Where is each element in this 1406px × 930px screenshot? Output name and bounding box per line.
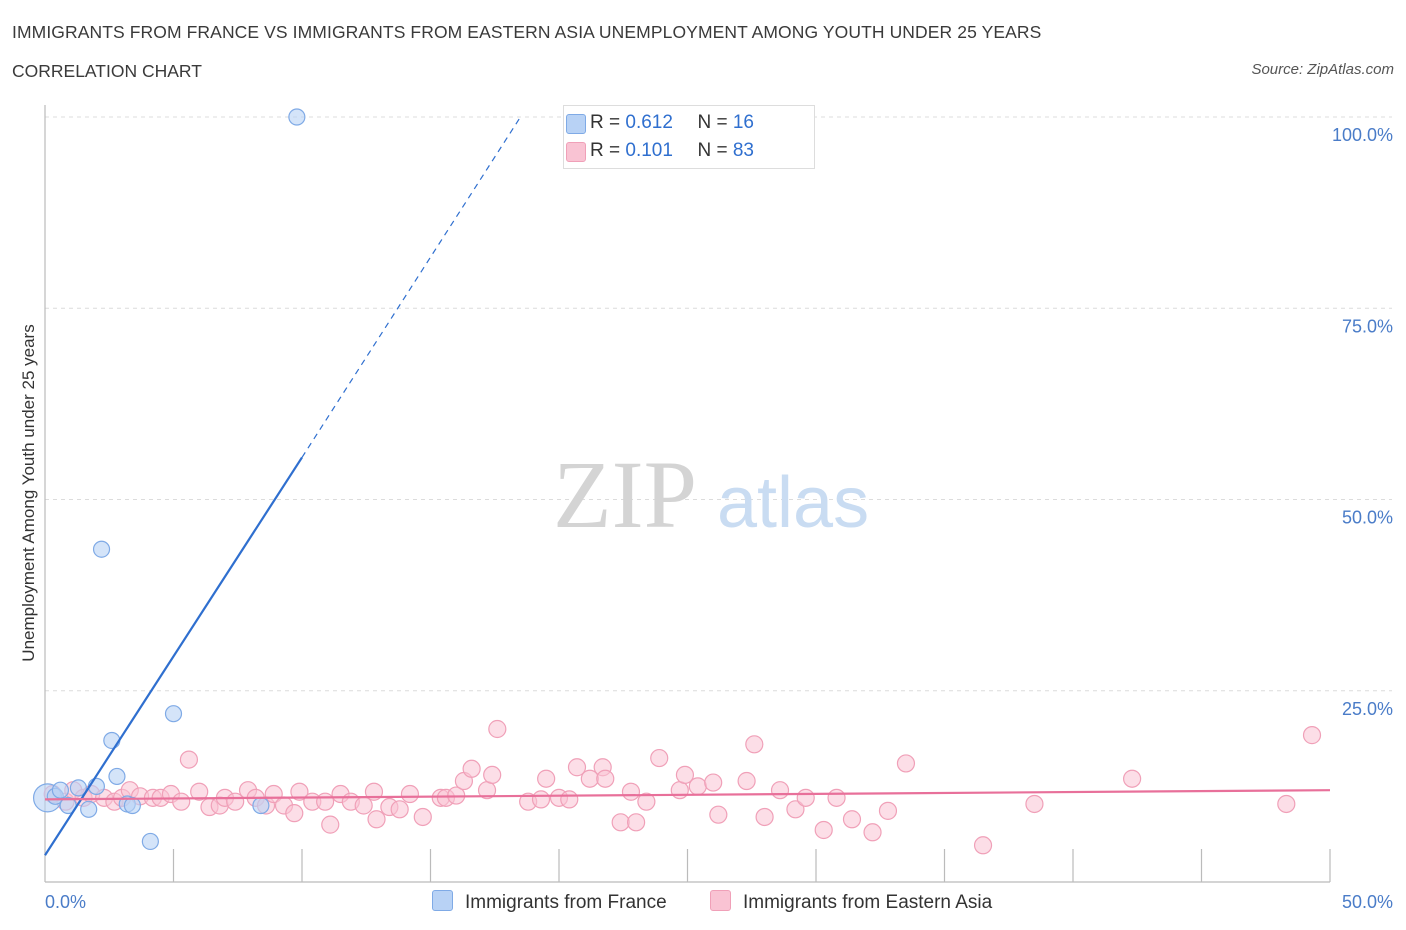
legend-france-n-value: 16 xyxy=(732,112,754,133)
asia-point-36 xyxy=(390,800,409,819)
france-point-13 xyxy=(164,705,183,723)
asia-point-48 xyxy=(531,790,551,809)
asia-point-37 xyxy=(400,784,420,804)
asia-point-64 xyxy=(704,773,723,792)
asia-point-45 xyxy=(483,765,502,785)
france-trend-extension xyxy=(301,116,521,458)
asia-point-28 xyxy=(316,792,335,811)
legend-row-asia: R = 0.101 N = 83 xyxy=(566,140,754,162)
asia-point-76 xyxy=(878,801,898,820)
series-label-france: Immigrants from France xyxy=(465,892,667,913)
france-point-6 xyxy=(87,777,106,795)
y-axis-label: Unemployment Among Youth under 25 years xyxy=(19,324,38,661)
asia-point-25 xyxy=(285,804,304,823)
series-legend-france: Immigrants from France xyxy=(432,890,667,914)
france-point-9 xyxy=(108,767,126,786)
asia-point-75 xyxy=(863,823,882,842)
france-point-14 xyxy=(252,796,270,815)
trend-lines xyxy=(44,116,1331,856)
x-tick-label-max: 50.0% xyxy=(1342,892,1393,912)
series-label-asia: Immigrants from Eastern Asia xyxy=(743,892,993,913)
watermark-atlas: atlas xyxy=(717,463,869,543)
asia-point-71 xyxy=(796,788,815,807)
source-credit: Source: ZipAtlas.com xyxy=(1251,61,1394,78)
asia-point-15 xyxy=(190,782,209,801)
asia-point-72 xyxy=(814,820,833,840)
asia-point-63 xyxy=(688,777,707,796)
asia-point-62 xyxy=(675,765,695,785)
france-trend-line xyxy=(44,456,303,856)
asia-point-81 xyxy=(1277,794,1296,814)
asia-point-29 xyxy=(321,815,340,834)
france-point-7 xyxy=(92,540,111,558)
gridlines xyxy=(45,116,1392,692)
asia-point-13 xyxy=(172,792,191,811)
x-tick-label-min: 0.0% xyxy=(45,892,86,912)
asia-point-14 xyxy=(179,750,199,769)
y-tick-labels: 25.0% 50.0% 75.0% 100.0% xyxy=(1332,125,1393,719)
asia-point-66 xyxy=(737,771,756,791)
asia-point-74 xyxy=(842,810,862,829)
y-tick-label-50: 50.0% xyxy=(1342,508,1393,528)
france-points xyxy=(32,108,306,851)
watermark-zip: ZIP xyxy=(553,441,697,548)
asia-point-59 xyxy=(637,792,656,811)
legend-asia-n-value: 83 xyxy=(732,140,754,161)
asia-point-51 xyxy=(560,790,579,809)
y-tick-label-25: 25.0% xyxy=(1342,699,1393,719)
y-tick-label-75: 75.0% xyxy=(1342,316,1393,336)
france-point-11 xyxy=(123,796,141,815)
asia-point-56 xyxy=(611,813,630,832)
asia-point-73 xyxy=(827,788,846,807)
series-swatch-asia xyxy=(710,890,731,911)
legend-asia-r-value: 0.101 xyxy=(625,140,673,161)
asia-point-26 xyxy=(290,782,309,801)
legend-france-r-label: R = xyxy=(590,112,626,133)
asia-point-57 xyxy=(621,782,641,801)
asia-point-68 xyxy=(755,807,774,827)
asia-point-79 xyxy=(1025,794,1044,814)
asia-point-38 xyxy=(413,807,432,827)
france-point-4 xyxy=(69,779,88,797)
asia-point-65 xyxy=(709,805,728,824)
asia-points xyxy=(43,719,1322,855)
france-point-2 xyxy=(51,781,70,799)
france-point-15 xyxy=(288,108,306,126)
chart-title: IMMIGRANTS FROM FRANCE VS IMMIGRANTS FRO… xyxy=(12,22,1042,42)
asia-point-49 xyxy=(537,769,556,788)
legend-france-n-label: N = xyxy=(697,112,733,133)
asia-point-82 xyxy=(1302,726,1322,745)
asia-point-80 xyxy=(1123,769,1142,788)
legend-asia-r-label: R = xyxy=(590,140,626,161)
series-swatch-france xyxy=(432,890,453,911)
asia-point-58 xyxy=(626,813,646,832)
legend-asia-n-label: N = xyxy=(697,140,733,161)
asia-point-70 xyxy=(786,800,805,819)
chart-subtitle: CORRELATION CHART xyxy=(12,61,202,81)
asia-point-46 xyxy=(488,719,507,739)
x-axis-ticks xyxy=(172,849,1331,882)
legend-france-r-value: 0.612 xyxy=(625,112,673,133)
asia-point-52 xyxy=(567,758,587,777)
y-tick-label-100: 100.0% xyxy=(1332,125,1393,145)
asia-point-67 xyxy=(745,735,764,754)
asia-point-60 xyxy=(650,748,669,768)
france-point-8 xyxy=(103,731,121,750)
asia-trend-line xyxy=(44,789,1331,801)
asia-point-77 xyxy=(896,754,916,773)
asia-point-61 xyxy=(670,781,689,800)
france-point-12 xyxy=(141,832,159,851)
france-point-5 xyxy=(80,800,98,818)
legend-swatch-asia xyxy=(566,142,586,162)
asia-point-78 xyxy=(973,836,993,855)
correlation-legend: R = 0.612 N = 16 R = 0.101 N = 83 xyxy=(563,105,815,169)
asia-point-69 xyxy=(770,781,790,800)
legend-swatch-france xyxy=(566,114,586,134)
asia-point-43 xyxy=(462,759,481,778)
asia-point-55 xyxy=(596,769,615,788)
series-legend-asia: Immigrants from Eastern Asia xyxy=(710,890,992,914)
legend-row-france: R = 0.612 N = 16 xyxy=(566,112,754,134)
asia-point-34 xyxy=(367,810,386,829)
